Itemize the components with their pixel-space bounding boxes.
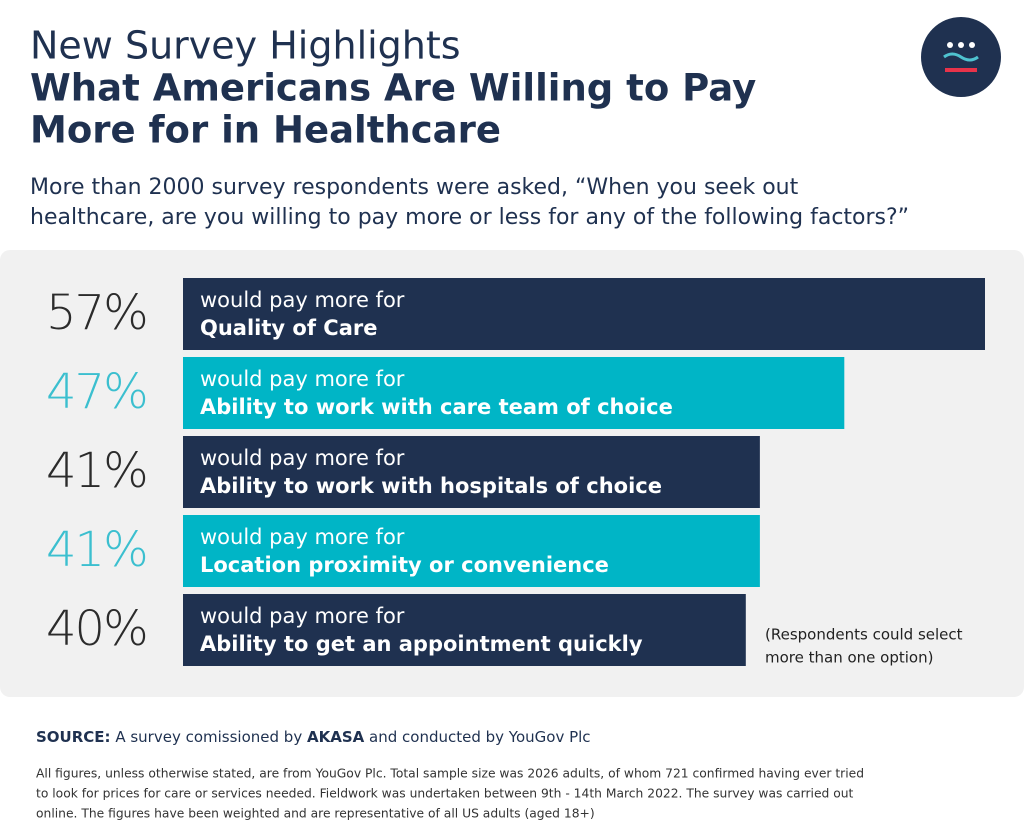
subtitle: healthcare, are you willing to pay more … [30,205,909,230]
bar-category: Location proximity or convenience [200,553,609,577]
bar [183,278,985,350]
bar-category: Ability to work with hospitals of choice [200,474,662,498]
fine-print: All figures, unless otherwise stated, ar… [36,767,864,781]
subtitle: More than 2000 survey respondents were a… [30,175,799,200]
value-label: 41% [46,443,147,499]
bar-category: Ability to work with care team of choice [200,395,673,419]
value-label: 40% [46,601,147,657]
bar-prefix: would pay more for [200,446,405,470]
source-label: SOURCE: [36,728,111,746]
title: What Americans Are Willing to Pay [30,67,756,110]
value-label: 41% [46,522,147,578]
value-label: 47% [46,364,147,420]
bar-prefix: would pay more for [200,604,405,628]
source-text: and conducted by YouGov Plc [369,728,591,746]
bar-prefix: would pay more for [200,288,405,312]
bar-prefix: would pay more for [200,525,405,549]
bar [183,357,845,429]
bar [183,515,760,587]
source-text: AKASA [307,728,365,746]
note: (Respondents could select [765,626,963,644]
note: more than one option) [765,649,933,667]
source: SOURCE: A survey comissioned by AKASA an… [36,728,591,746]
logo [921,17,1001,97]
bar [183,594,746,666]
value-label: 57% [46,285,147,341]
title: More for in Healthcare [30,109,501,152]
bar-category: Quality of Care [200,316,377,340]
title: New Survey Highlights [30,24,461,68]
bar-category: Ability to get an appointment quickly [200,632,643,656]
fine-print: online. The figures have been weighted a… [36,807,595,821]
fine-print: to look for prices for care or services … [36,787,854,801]
bar [183,436,760,508]
bar-prefix: would pay more for [200,367,405,391]
source-text: A survey comissioned by [115,728,302,746]
